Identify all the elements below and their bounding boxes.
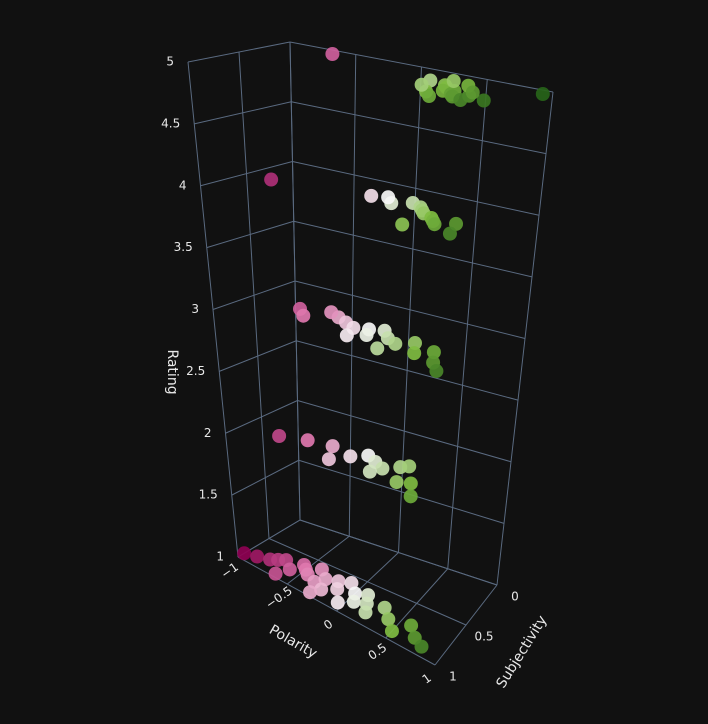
z-tick-label: 4 (179, 178, 187, 192)
point (422, 89, 436, 103)
point (407, 346, 422, 361)
point (429, 364, 444, 379)
grid-line (447, 79, 488, 569)
point (381, 612, 396, 627)
point (324, 305, 339, 320)
point (408, 336, 422, 351)
z-tick-label: 2 (204, 426, 212, 440)
z-tick-label: 2.5 (186, 364, 205, 378)
point (268, 566, 283, 581)
point (453, 93, 468, 107)
z-tick-label: 4.5 (161, 116, 180, 130)
point (250, 549, 265, 564)
point (330, 595, 345, 610)
y-tick-label: 1 (449, 670, 457, 684)
point (237, 546, 252, 561)
grid-line (299, 519, 498, 586)
point (296, 308, 311, 323)
point (264, 172, 279, 187)
grid-line (238, 51, 270, 539)
point (427, 217, 442, 232)
grid-line (289, 41, 301, 521)
point (403, 489, 418, 504)
point (272, 428, 287, 443)
point (388, 336, 403, 351)
z-tick-label: 1.5 (199, 488, 218, 502)
point (346, 594, 361, 609)
y-tick-label: 0 (511, 590, 519, 604)
z-tick-label: 3 (191, 302, 199, 316)
point (442, 226, 457, 241)
point (300, 433, 315, 448)
y-tick-label: 0.5 (474, 630, 493, 644)
point (414, 639, 429, 654)
point (381, 190, 396, 205)
point (314, 582, 329, 597)
point (303, 585, 318, 600)
point (476, 93, 491, 108)
point (377, 600, 392, 615)
z-tick-label: 5 (166, 55, 174, 69)
point (465, 85, 480, 100)
grid-line (496, 91, 554, 586)
point (370, 341, 385, 356)
point (362, 464, 377, 479)
point (325, 439, 340, 454)
point (325, 47, 340, 61)
grid-line (187, 61, 239, 558)
point (414, 77, 429, 92)
point (403, 476, 418, 491)
point (446, 74, 461, 88)
point (389, 475, 404, 490)
point (395, 217, 410, 232)
point (343, 449, 358, 464)
point (330, 582, 345, 597)
point (402, 459, 417, 474)
point (282, 562, 297, 577)
point (426, 345, 441, 360)
point (364, 188, 379, 203)
grid-line (268, 538, 467, 626)
point (535, 87, 550, 101)
point (321, 452, 336, 467)
z-axis-title: Rating (164, 349, 180, 394)
z-tick-label: 1 (216, 550, 224, 564)
z-tick-label: 3.5 (174, 240, 193, 254)
point (384, 624, 399, 639)
point (339, 328, 354, 343)
point (358, 605, 373, 620)
point (375, 461, 390, 476)
point (404, 618, 419, 633)
point (359, 328, 374, 343)
